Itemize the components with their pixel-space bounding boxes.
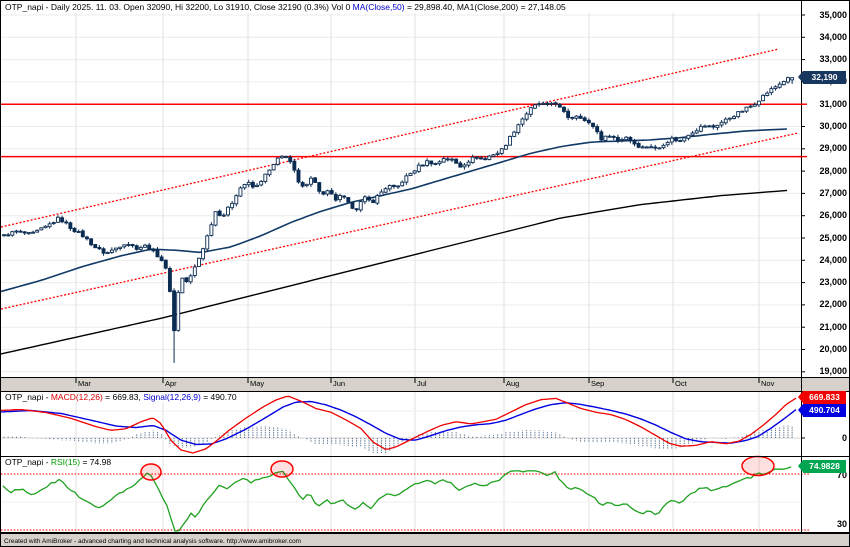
price-panel-title: OTP_napi - Daily 2025. 11. 03. Open 3209…	[4, 2, 568, 12]
ma200-label: MA1(Close,200)	[456, 2, 519, 12]
rsi-label: RSI(15)	[50, 457, 81, 467]
gridlines	[1, 13, 801, 532]
month-axis-label: Sep	[591, 379, 605, 388]
rsi-title-prefix: OTP_napi -	[5, 457, 51, 467]
month-axis-label: Aug	[506, 379, 520, 388]
rsi-value-badge: 74.9828	[798, 460, 846, 473]
ma50-label: MA(Close,50)	[352, 2, 405, 12]
ma50-value: = 29,898.40,	[404, 2, 457, 12]
price-axis-label: 35,000	[819, 9, 847, 20]
macd-signal-line	[1, 400, 797, 446]
price-axis-label: 33,000	[819, 54, 847, 65]
price-axis-label: 24,000	[819, 254, 847, 265]
month-axis-label: May	[250, 379, 265, 388]
signal-value: = 490.70	[200, 392, 237, 402]
signal-value-badge: 490.704	[798, 404, 846, 417]
price-axis-label: 25,000	[819, 232, 847, 243]
price-axis-label: 27,000	[819, 187, 847, 198]
price-axis-label: 31,000	[819, 98, 847, 109]
rsi-level-70-label: 70	[836, 470, 847, 480]
month-axis-label: Jun	[333, 379, 346, 388]
macd-label: MACD(12,26)	[50, 392, 103, 402]
macd-value: = 669.83,	[102, 392, 144, 402]
month-axis-label: Nov	[761, 379, 775, 388]
macd-zero-label: 0	[841, 433, 847, 443]
month-axis-label: Jul	[417, 379, 427, 388]
price-axis-label: 20,000	[819, 344, 847, 354]
rsi-level-30-label: 30	[836, 519, 847, 529]
trend-channel-lines	[1, 48, 799, 310]
moving-averages	[1, 128, 788, 355]
price-axis-label: 23,000	[819, 277, 847, 288]
price-axis-label: 34,000	[819, 31, 847, 42]
price-axis-label: 26,000	[819, 210, 847, 221]
signal-label: Signal(12,26,9)	[143, 392, 201, 402]
macd-title-prefix: OTP_napi -	[5, 392, 51, 402]
rsi-panel-title: OTP_napi - RSI(15) = 74.98	[4, 457, 114, 467]
price-axis-label: 19,000	[819, 366, 847, 377]
price-axis-label: 28,000	[819, 165, 847, 176]
last-price-badge: 32,190	[798, 71, 846, 84]
overbought-circle-annotation	[741, 455, 775, 477]
overbought-circle-annotation	[270, 460, 294, 478]
candles-layer	[2, 76, 795, 363]
ma50-line	[1, 128, 788, 293]
macd-layer	[1, 395, 797, 455]
macd-panel-title: OTP_napi - MACD(12,26) = 669.83, Signal(…	[4, 392, 239, 402]
price-title-ohlc: OTP_napi - Daily 2025. 11. 03. Open 3209…	[5, 2, 353, 12]
footer-credit: Created with AmiBroker - advanced charti…	[1, 533, 849, 546]
macd-line	[1, 395, 797, 454]
panel-backgrounds	[1, 377, 849, 391]
ma200-value: = 27,148.05	[518, 2, 566, 12]
price-axis-label: 29,000	[819, 143, 847, 154]
price-axis-label: 21,000	[819, 321, 847, 332]
rsi-layer	[1, 455, 809, 532]
macd-value-badge: 669.833	[798, 391, 846, 404]
month-axis-label: Apr	[165, 379, 177, 388]
rsi-line	[2, 466, 792, 532]
horizontal-support-resistance-lines	[1, 103, 801, 158]
ma200-line	[1, 189, 788, 355]
price-axis-label: 22,000	[819, 299, 847, 310]
price-axis-label: 30,000	[819, 121, 847, 131]
month-axis-label: Mar	[78, 379, 91, 388]
rsi-value: = 74.98	[80, 457, 112, 467]
overbought-circle-annotation	[140, 463, 162, 481]
month-axis-label: Oct	[675, 379, 687, 388]
panel-borders	[1, 1, 849, 533]
